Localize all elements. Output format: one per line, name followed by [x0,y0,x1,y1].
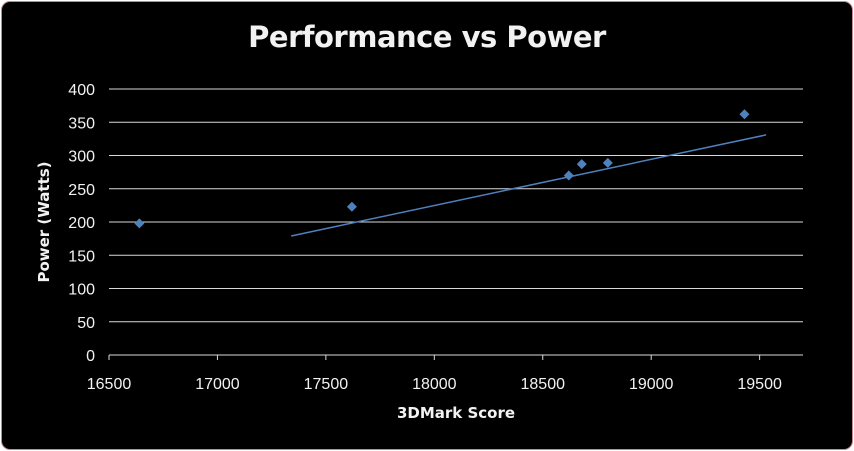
y-tick-label: 150 [68,248,95,265]
x-tick-label: 17500 [304,376,349,393]
x-tick-label: 19500 [737,376,782,393]
x-tick-label: 18000 [412,376,457,393]
y-tick-label: 300 [68,149,95,166]
y-axis-title: Power (Watts) [35,161,53,282]
data-point [602,157,613,168]
data-point [576,159,587,170]
data-point [563,170,574,181]
chart-title: Performance vs Power [248,20,606,54]
y-tick-label: 350 [68,115,95,132]
trendline [291,134,767,237]
y-axis-ticks: 0 50 100 150 200 250 300 350 400 [68,82,95,365]
x-tick-label: 16500 [87,376,132,393]
data-point [134,218,145,229]
y-tick-label: 100 [68,282,95,299]
data-point [739,109,750,120]
x-axis-ticks: 16500 17000 17500 18000 18500 19000 19500 [87,355,782,393]
x-tick-label: 17000 [195,376,240,393]
gridlines [109,88,803,323]
data-points [134,109,750,229]
y-tick-label: 50 [77,315,95,332]
x-tick-label: 19000 [629,376,674,393]
x-tick-label: 18500 [521,376,566,393]
data-point [346,201,357,212]
x-axis-title: 3DMark Score [397,404,515,422]
y-tick-label: 400 [68,82,95,99]
y-tick-label: 0 [86,348,95,365]
y-tick-label: 200 [68,215,95,232]
y-tick-label: 250 [68,182,95,199]
